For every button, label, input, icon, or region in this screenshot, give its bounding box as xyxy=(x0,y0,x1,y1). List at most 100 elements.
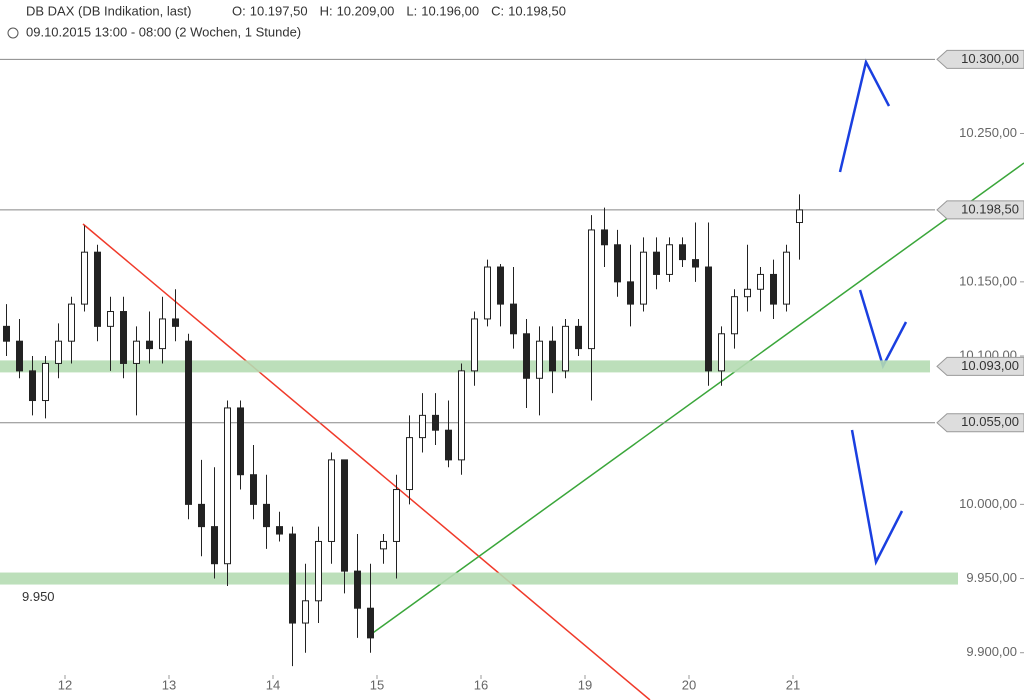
candle-body xyxy=(601,229,608,246)
candle-body xyxy=(120,311,127,364)
candle-body xyxy=(497,266,504,305)
band-label: 9.950 xyxy=(22,589,55,604)
quote-value: 10.196,00 xyxy=(421,3,479,18)
price-tag xyxy=(936,356,1024,376)
trend-line-red xyxy=(82,223,651,700)
quote-value: 10.209,00 xyxy=(337,3,395,18)
candle-body xyxy=(380,540,387,550)
x-tick-label: 21 xyxy=(786,677,800,692)
arrow-up xyxy=(838,58,891,173)
candle-body xyxy=(172,318,179,327)
candle-body xyxy=(107,311,114,327)
candle-body xyxy=(341,459,348,572)
candle-body xyxy=(536,340,543,379)
candle-body xyxy=(666,244,673,275)
price-tag xyxy=(936,200,1024,220)
support-band xyxy=(0,360,930,373)
candle-body xyxy=(523,333,530,379)
candle-body xyxy=(133,340,140,364)
candle-body xyxy=(705,266,712,372)
support-band xyxy=(0,572,958,585)
x-tick-label: 15 xyxy=(370,677,384,692)
candle-body xyxy=(757,273,764,290)
candle-body xyxy=(562,325,569,372)
quote-label: O: xyxy=(232,3,246,18)
candle-body xyxy=(367,607,374,639)
candle-body xyxy=(731,296,738,335)
candle-body xyxy=(68,303,75,342)
candle-body xyxy=(224,407,231,565)
candle-body xyxy=(185,340,192,505)
candle-body xyxy=(276,526,283,535)
header: DB DAX (DB Indikation, last) 09.10.2015 … xyxy=(7,3,301,39)
clock-icon xyxy=(7,27,19,39)
trend-line-green xyxy=(369,162,1024,636)
candle-body xyxy=(458,370,465,461)
candle-body xyxy=(692,259,699,268)
arrow-down xyxy=(850,429,904,566)
price-tag-label: 10.300,00 xyxy=(961,51,1019,66)
quote-value: 10.197,50 xyxy=(250,3,308,18)
candle-body xyxy=(42,362,49,402)
candle-body xyxy=(263,503,270,528)
y-tick-label: 10.250,00 xyxy=(959,125,1017,140)
candle-body xyxy=(419,414,426,439)
candle-body xyxy=(328,459,335,542)
y-tick-label: 10.150,00 xyxy=(959,273,1017,288)
candle-body xyxy=(211,526,218,565)
price-tag-label: 10.198,50 xyxy=(961,201,1019,216)
price-tag xyxy=(936,49,1024,69)
arrow-down xyxy=(858,289,908,370)
x-tick-label: 20 xyxy=(682,677,696,692)
candle-body xyxy=(393,489,400,542)
candle-body xyxy=(81,251,88,305)
x-tick-label: 19 xyxy=(578,677,592,692)
candle-body xyxy=(406,437,413,491)
candle-body xyxy=(471,318,478,372)
x-tick-label: 12 xyxy=(58,677,72,692)
chart-subtitle: 09.10.2015 13:00 - 08:00 (2 Wochen, 1 St… xyxy=(26,24,301,39)
candle-body xyxy=(653,251,660,275)
candle-body xyxy=(445,429,452,461)
x-tick-label: 14 xyxy=(266,677,280,692)
candle-body xyxy=(484,266,491,320)
candle-body xyxy=(237,407,244,476)
x-tick-label: 16 xyxy=(474,677,488,692)
x-tick-label: 13 xyxy=(162,677,176,692)
candle-body xyxy=(3,325,10,342)
quote-label: C: xyxy=(491,3,504,18)
price-tag-label: 10.093,00 xyxy=(961,358,1019,373)
candle-body xyxy=(302,600,309,624)
candle-body xyxy=(354,570,361,609)
quote-label: L: xyxy=(406,3,417,18)
candle-body xyxy=(159,318,166,350)
candle-body xyxy=(575,325,582,350)
candle-body xyxy=(614,244,621,283)
candle-body xyxy=(718,333,725,372)
quote-label: H: xyxy=(320,3,333,18)
candle-body xyxy=(432,414,439,431)
y-tick-label: 10.000,00 xyxy=(959,496,1017,511)
candle-body xyxy=(588,229,595,350)
candle-body xyxy=(640,251,647,305)
candle-body xyxy=(146,340,153,350)
candle-body xyxy=(198,503,205,528)
chart-title: DB DAX (DB Indikation, last) xyxy=(26,3,191,18)
candle-body xyxy=(250,474,257,505)
price-tag xyxy=(936,413,1024,433)
quote-value: 10.198,50 xyxy=(508,3,566,18)
candle-body xyxy=(770,273,777,305)
candle-body xyxy=(16,340,23,372)
y-tick-label: 9.950,00 xyxy=(966,570,1017,585)
candle-body xyxy=(679,244,686,261)
candle-body xyxy=(55,340,62,364)
candle-body xyxy=(289,533,296,624)
price-tag-label: 10.055,00 xyxy=(961,414,1019,429)
candle-body xyxy=(29,370,36,402)
candle-body xyxy=(510,303,517,335)
y-tick-label: 9.900,00 xyxy=(966,644,1017,659)
candle-body xyxy=(796,209,803,224)
candle-body xyxy=(94,251,101,327)
candle-body xyxy=(744,288,751,298)
